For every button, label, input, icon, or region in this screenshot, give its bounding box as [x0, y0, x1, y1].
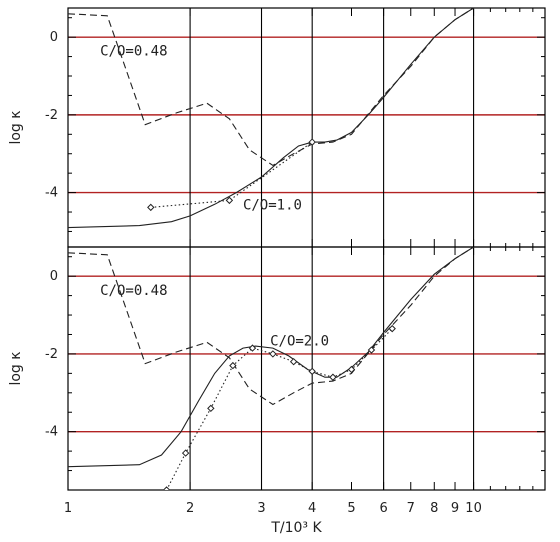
x-tick-label: 10 — [465, 501, 482, 516]
series-group — [68, 8, 476, 229]
panel-frame — [67, 246, 546, 491]
data-point-marker — [229, 361, 237, 370]
data-point-marker — [367, 346, 376, 354]
data-point-marker — [207, 404, 215, 413]
y-tick-label: -2 — [45, 108, 58, 123]
series-solid-line — [68, 247, 476, 468]
data-point-marker — [347, 365, 356, 374]
x-tick-label: 1 — [64, 501, 72, 516]
series-annotation: C/O=0.48 — [100, 44, 167, 60]
y-tick-label: -2 — [45, 347, 58, 362]
series-dashed-line — [68, 8, 474, 167]
series-group — [68, 247, 476, 490]
y-tick-label: 0 — [50, 269, 58, 284]
data-point-marker — [147, 203, 155, 212]
series-solid-line — [68, 8, 476, 229]
x-tick-label: 6 — [379, 501, 387, 516]
data-point-marker — [308, 367, 316, 376]
series-annotation: C/O=2.0 — [270, 333, 329, 349]
data-point-marker — [181, 449, 190, 457]
x-tick-label: 9 — [451, 501, 459, 516]
y-tick-label: -4 — [45, 425, 58, 440]
y-axis-label: log κ — [8, 351, 24, 385]
y-tick-label: 0 — [50, 30, 58, 45]
panel-bottom: 0 -2 -4 1 2 3 4 5 6 7 8 9 10 T/10³ K log κ C/O=0.48 C/O=… — [8, 246, 546, 536]
x-tick-label: 4 — [308, 501, 316, 516]
x-tick-label: 8 — [430, 501, 438, 516]
x-tick-label: 5 — [347, 501, 355, 516]
x-tick-label: 7 — [407, 501, 415, 516]
series-annotation: C/O=1.0 — [243, 197, 302, 213]
x-axis-label: T/10³ K — [270, 520, 322, 536]
data-point-marker — [289, 357, 298, 366]
y-tick-label: -4 — [45, 186, 58, 201]
data-point-marker — [225, 196, 234, 205]
data-point-marker — [329, 373, 337, 381]
series-dashed-line — [68, 247, 474, 406]
series-dotted-line — [166, 328, 393, 490]
data-point-marker — [388, 324, 396, 333]
panel-top: 0 -2 -4 log κ C/O=0.48 C/O=1.0 — [8, 7, 546, 248]
series-annotation: C/O=0.48 — [100, 283, 167, 299]
x-tick-label: 3 — [257, 501, 265, 516]
data-point-marker — [269, 350, 277, 358]
data-point-marker — [308, 138, 316, 146]
data-point-marker — [248, 344, 257, 352]
y-axis-label: log κ — [8, 110, 24, 144]
x-tick-label: 2 — [186, 501, 194, 516]
data-point-marker — [162, 486, 171, 490]
